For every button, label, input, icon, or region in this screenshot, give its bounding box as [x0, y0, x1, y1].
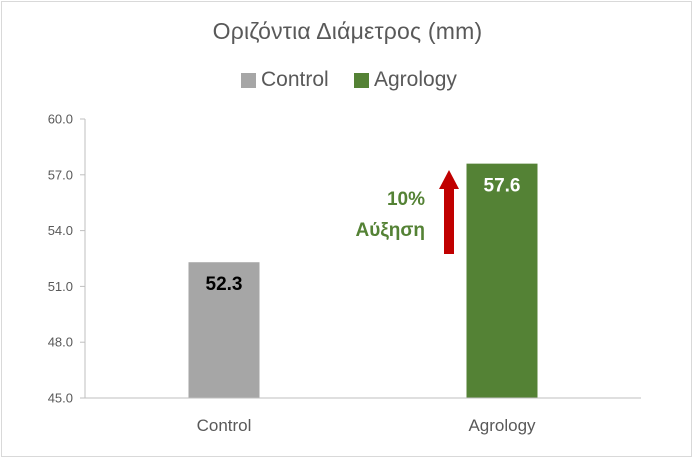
y-axis: 45.0 48.0 51.0 54.0 57.0 60.0 [48, 112, 86, 406]
arrow-up-icon [439, 170, 459, 189]
y-tick-label: 60.0 [48, 112, 73, 127]
legend-label-agrology: Agrology [374, 68, 457, 91]
data-label-control: 52.3 [206, 274, 243, 295]
bars: 52.3 57.6 [188, 163, 538, 398]
legend: Control Agrology [0, 68, 695, 94]
y-tick-label: 51.0 [48, 279, 73, 294]
legend-swatch-agrology [354, 72, 369, 88]
y-tick-label: 54.0 [48, 223, 73, 238]
y-tick-label: 57.0 [48, 167, 73, 182]
x-axis: Control Agrology [85, 397, 641, 435]
arrow-shaft [444, 188, 454, 254]
annotation-line1: 10% [387, 189, 425, 210]
chart-title: Οριζόντια Διάμετρος (mm) [212, 18, 483, 44]
annotation-line2: Αύξηση [356, 220, 425, 241]
legend-label-control: Control [261, 68, 329, 91]
legend-swatch-control [241, 72, 256, 88]
x-tick-label-control: Control [197, 416, 252, 435]
y-tick-label: 48.0 [48, 335, 73, 350]
bar-agrology [466, 163, 538, 398]
data-label-agrology: 57.6 [484, 176, 521, 197]
legend-item-control: Control [241, 68, 329, 92]
annotation: 10% Αύξηση [356, 170, 459, 254]
y-tick-label: 45.0 [48, 391, 73, 406]
x-tick-label-agrology: Agrology [468, 416, 536, 435]
legend-item-agrology: Agrology [354, 68, 457, 92]
bar-control [188, 262, 260, 398]
